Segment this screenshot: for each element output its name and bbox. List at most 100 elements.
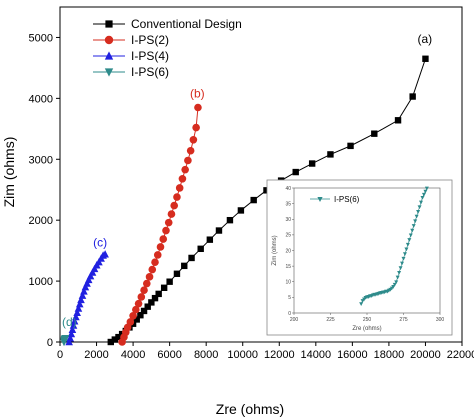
series-2 (118, 103, 202, 346)
inset-data-point (414, 214, 419, 219)
y-tick-label: 4000 (29, 93, 53, 105)
data-point (250, 196, 257, 204)
inset-data-point (397, 270, 402, 275)
data-point (197, 245, 204, 253)
data-point (68, 325, 77, 334)
data-point (142, 279, 151, 288)
data-point (155, 290, 162, 298)
inset-data-point (417, 205, 422, 210)
data-point (173, 270, 181, 277)
inset-data-point (408, 233, 413, 238)
inset-data-point (419, 200, 424, 205)
inset-y-tick-label: 25 (285, 233, 291, 239)
x-tick-label: 14000 (301, 349, 332, 361)
inset-data-point (391, 285, 396, 289)
data-point (184, 156, 192, 165)
y-tick-label: 3000 (29, 154, 53, 166)
y-axis-title: Zim (ohms) (1, 137, 17, 208)
data-point (151, 294, 159, 302)
x-tick-label: 12000 (264, 349, 295, 361)
inset-data-point (398, 266, 403, 271)
data-point (166, 278, 173, 285)
data-point (69, 321, 78, 329)
x-axis-title: Zre (ohms) (216, 401, 284, 417)
data-point (111, 336, 119, 343)
inset-x-tick-label: 200 (290, 317, 299, 323)
inset-y-tick-label: 40 (285, 186, 291, 192)
data-point (189, 135, 198, 144)
data-point (394, 117, 402, 124)
annotation-layer: (a) (b) (c) (d) (62, 32, 432, 329)
y-tick-label: 1000 (29, 276, 53, 288)
data-point (132, 305, 140, 314)
inset-data-point (407, 238, 412, 242)
data-point (61, 335, 70, 343)
x-tick-label: 6000 (157, 349, 181, 361)
data-point (422, 55, 429, 62)
data-point (188, 254, 195, 262)
inset-data-point (423, 189, 428, 194)
data-point (347, 142, 354, 150)
data-point (72, 312, 80, 321)
legend-marker (104, 35, 114, 45)
inset-data-point (416, 210, 421, 214)
legend: Conventional Design I-PS(2) I-PS(4) I-PS(6) (93, 17, 242, 79)
inset-data-point (424, 186, 429, 191)
data-point (308, 160, 316, 167)
data-point (133, 316, 140, 323)
data-point (156, 243, 165, 251)
data-point (140, 286, 148, 295)
data-point (137, 312, 144, 319)
series-4 (60, 335, 70, 347)
data-point (148, 265, 157, 274)
series-3 (65, 250, 109, 346)
x-tick-label: 4000 (121, 349, 145, 361)
legend-marker (104, 51, 114, 60)
x-tick-label: 10000 (227, 349, 258, 361)
inset-chart: 200 225 250 275 300 0 5 10 15 20 25 30 35 40 Zre (ohms… (266, 179, 453, 336)
data-point (160, 284, 168, 291)
data-point (327, 151, 334, 158)
data-point (263, 187, 270, 194)
axes-layer: 0 2000 4000 6000 8000 10000 12000 14000 16000 180… (29, 6, 474, 361)
data-point (153, 251, 162, 259)
data-point (115, 333, 122, 341)
series-annotation: (a) (417, 32, 432, 46)
data-point (162, 226, 170, 235)
inset-y-tick-label: 15 (285, 264, 291, 270)
data-point (164, 218, 173, 227)
inset-y-tick-label: 35 (285, 201, 291, 207)
data-point (215, 227, 223, 234)
data-point (78, 291, 87, 299)
data-point (226, 216, 234, 224)
y-tick-label: 0 (47, 337, 53, 349)
inset-data-point (359, 302, 364, 307)
inset-x-tick-label: 250 (363, 317, 372, 323)
inset-data-point (394, 280, 399, 285)
inset-y-tick-label: 10 (285, 280, 291, 286)
data-point (148, 299, 155, 306)
inset-data-point (404, 247, 409, 252)
x-tick-label: 20000 (410, 349, 441, 361)
series-layer (60, 55, 429, 347)
data-point (167, 210, 176, 218)
legend-label: I-PS(6) (131, 65, 169, 79)
data-point (74, 304, 83, 312)
inset-data-point (392, 282, 397, 287)
inset-frame (266, 179, 453, 336)
inset-data-point (411, 224, 416, 228)
data-point (73, 308, 81, 316)
inset-x-tick-label: 275 (399, 317, 408, 323)
data-point (186, 146, 195, 155)
data-point (145, 273, 154, 281)
inset-data-point (395, 275, 400, 280)
legend-label: I-PS(4) (131, 49, 169, 63)
data-point (194, 103, 202, 112)
legend-label: Conventional Design (131, 17, 242, 31)
inset-x-axis-title: Zre (ohms) (352, 326, 381, 332)
data-point (409, 93, 416, 100)
data-point (371, 130, 378, 137)
data-point (181, 165, 189, 174)
